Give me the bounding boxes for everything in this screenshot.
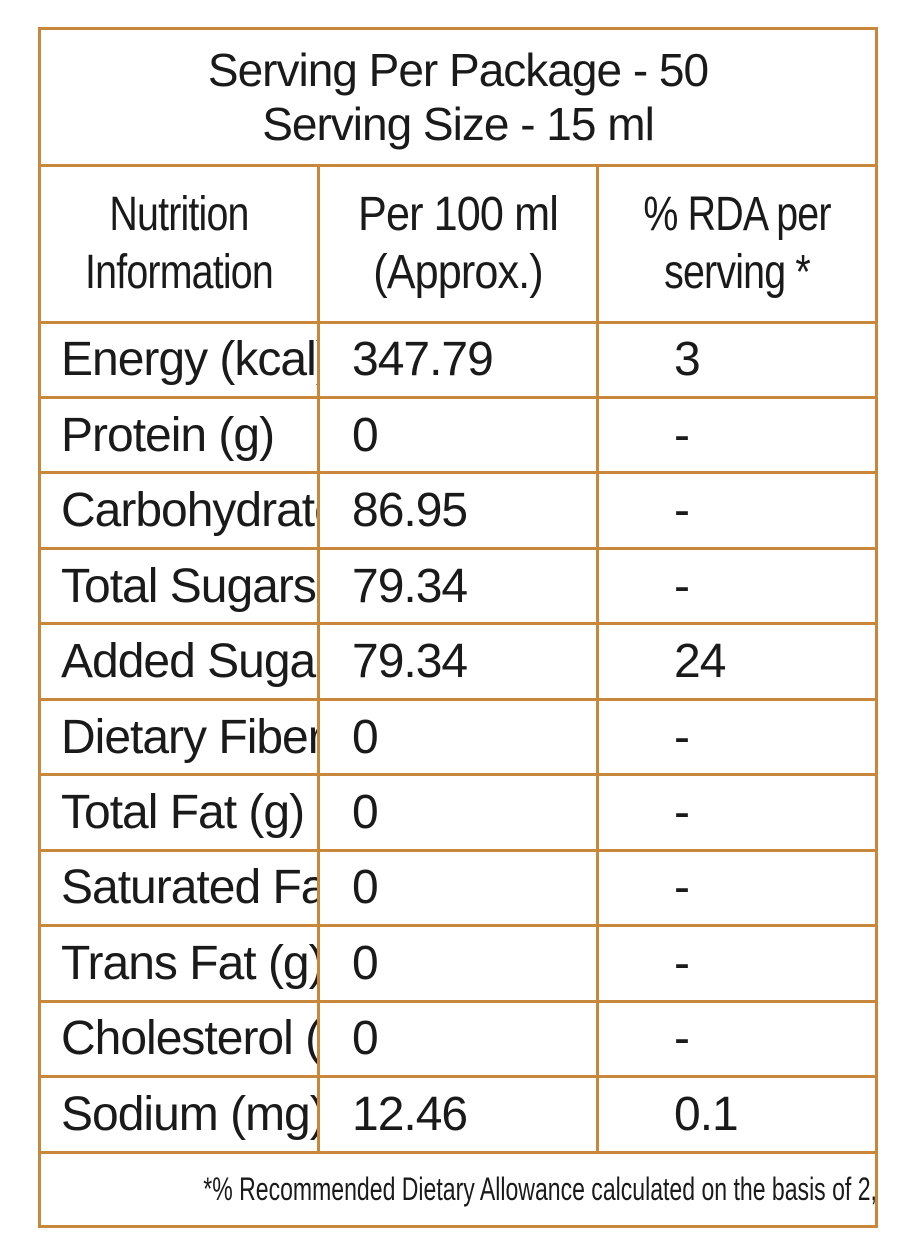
nutrient-row: Trans Fat (g) 0- [38,924,878,1003]
header-line: serving * [664,246,811,299]
nutrient-name: Dietary Fiber (g) [38,697,320,777]
nutrient-name: Sodium (mg) [38,1075,320,1154]
header-row: Nutrition Information Per 100 ml (Approx.)%… [38,164,878,324]
nutrient-row: Total Fat (g) 0- [38,773,878,852]
nutrient-name: Saturated Fat (g) [38,848,320,928]
rda-percent: - [596,395,878,475]
footnote-cell: *% Recommended Dietary Allowance calcula… [38,1150,878,1229]
header-line: Nutrition [109,188,249,241]
per-100ml: 347.79 [317,320,599,400]
per-100ml: 0 [317,848,599,928]
rda-percent: 3 [596,320,878,400]
header-line: Per 100 ml [358,188,559,241]
nutrient-name: Trans Fat (g) [38,924,320,1003]
nutrient-row: Carbohydrate (g)86.95- [38,471,878,550]
nutrient-row: Sodium (mg) 12.46 0.1 [38,1075,878,1154]
column-header: Nutrition Information [38,164,320,324]
nutrient-row: Energy (kcal) 347.79 3 [38,320,878,400]
rda-percent: - [596,697,878,777]
header-line: % RDA per [643,188,831,241]
rda-percent: - [596,924,878,1003]
nutrient-name: Total Fat (g) [38,773,320,852]
nutrient-name: Protein (g) [38,395,320,475]
rda-percent: - [596,546,878,626]
nutrient-row: Dietary Fiber (g)0- [38,697,878,777]
title-line: Serving Per Package - 50 [207,44,709,97]
footnote-row: *% Recommended Dietary Allowance calcula… [38,1150,878,1229]
per-100ml: 79.34 [317,546,599,626]
title-line: Serving Size - 15 ml [262,98,655,151]
nutrient-name: Cholesterol (mg) [38,999,320,1079]
nutrient-row: Protein (g) 0- [38,395,878,475]
header-line: Information [85,246,274,299]
per-100ml: 12.46 [317,1075,599,1154]
title-row: Serving Per Package - 50 Serving Size - 1… [38,26,878,168]
rda-percent: - [596,773,878,852]
nutrition-table: Serving Per Package - 50 Serving Size - 1… [38,26,878,1229]
nutrient-row: Cholesterol (mg)0- [38,999,878,1079]
per-100ml: 0 [317,999,599,1079]
column-header: Per 100 ml (Approx.) [317,164,599,324]
rda-percent: - [596,471,878,550]
header-line: (Approx.) [373,246,543,299]
rda-percent: - [596,999,878,1079]
rda-percent: 0.1 [596,1075,878,1154]
per-100ml: 0 [317,773,599,852]
title-cell: Serving Per Package - 50 Serving Size - 1… [38,26,878,168]
nutrient-name: Total Sugars (g) [38,546,320,626]
rda-percent: - [596,848,878,928]
column-header: % RDA per serving * [596,164,878,324]
rda-percent: 24 [596,622,878,701]
nutrient-name: Energy (kcal) [38,320,320,400]
nutrient-row: Saturated Fat (g)0- [38,848,878,928]
footnote: *% Recommended Dietary Allowance calcula… [203,1170,877,1207]
per-100ml: 0 [317,924,599,1003]
per-100ml: 0 [317,395,599,475]
nutrient-row: Total Sugars (g)79.34- [38,546,878,626]
per-100ml: 79.34 [317,622,599,701]
per-100ml: 0 [317,697,599,777]
per-100ml: 86.95 [317,471,599,550]
nutrient-name: Added Sugars (g) [38,622,320,701]
nutrient-name: Carbohydrate (g) [38,471,320,550]
